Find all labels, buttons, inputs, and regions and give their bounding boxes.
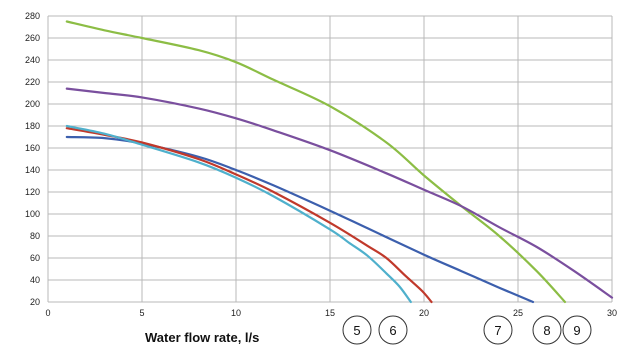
series-lines bbox=[65, 20, 614, 304]
y-tick-label: 60 bbox=[30, 253, 40, 263]
x-tick-label: 25 bbox=[513, 308, 523, 318]
curve-number-markers: 5 6 7 8 9 bbox=[342, 315, 592, 345]
x-axis-label: Water flow rate, l/s bbox=[145, 330, 259, 345]
x-axis-ticks: 0 5 10 15 20 25 30 bbox=[45, 308, 617, 318]
gridlines bbox=[47, 15, 613, 303]
y-tick-label: 100 bbox=[25, 209, 40, 219]
y-tick-label: 20 bbox=[30, 297, 40, 307]
marker-label: 8 bbox=[543, 323, 550, 338]
x-tick-label: 5 bbox=[139, 308, 144, 318]
y-tick-label: 40 bbox=[30, 275, 40, 285]
x-tick-label: 20 bbox=[419, 308, 429, 318]
series-line bbox=[65, 20, 567, 304]
series-line bbox=[65, 127, 433, 304]
marker-label: 6 bbox=[389, 323, 396, 338]
series-line bbox=[65, 135, 535, 304]
x-tick-label: 15 bbox=[325, 308, 335, 318]
y-tick-label: 280 bbox=[25, 11, 40, 21]
x-tick-label: 0 bbox=[45, 308, 50, 318]
series-line bbox=[65, 87, 614, 299]
marker-circle bbox=[378, 315, 408, 345]
y-tick-label: 200 bbox=[25, 99, 40, 109]
marker-label: 7 bbox=[494, 323, 501, 338]
x-tick-label: 30 bbox=[607, 308, 617, 318]
series-line bbox=[65, 124, 412, 304]
y-tick-label: 260 bbox=[25, 33, 40, 43]
marker-circle bbox=[532, 315, 562, 345]
x-tick-label: 10 bbox=[231, 308, 241, 318]
y-axis-ticks: 20 40 60 80 100 120 140 160 180 200 220 240 260 280 bbox=[25, 11, 40, 307]
marker-label: 9 bbox=[573, 323, 580, 338]
y-tick-label: 160 bbox=[25, 143, 40, 153]
y-tick-label: 140 bbox=[25, 165, 40, 175]
marker-circle bbox=[483, 315, 513, 345]
marker-label: 5 bbox=[353, 323, 360, 338]
y-tick-label: 80 bbox=[30, 231, 40, 241]
y-tick-label: 220 bbox=[25, 77, 40, 87]
marker-circle bbox=[562, 315, 592, 345]
y-tick-label: 120 bbox=[25, 187, 40, 197]
marker-circle bbox=[342, 315, 372, 345]
y-tick-label: 240 bbox=[25, 55, 40, 65]
y-tick-label: 180 bbox=[25, 121, 40, 131]
